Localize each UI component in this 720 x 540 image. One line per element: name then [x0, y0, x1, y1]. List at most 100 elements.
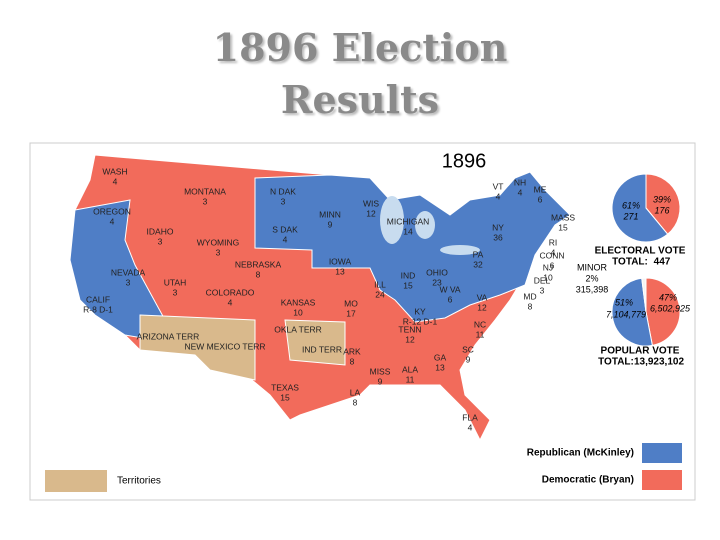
state-name: KY — [414, 306, 426, 316]
pie-count: 315,398 — [576, 284, 609, 294]
state-name: IOWA — [329, 256, 352, 266]
territory-oklahoma — [284, 319, 346, 366]
state-votes: 6 — [550, 260, 555, 270]
state-votes: 8 — [353, 397, 358, 407]
pie-count: 7,104,779 — [606, 309, 646, 319]
state-name: ALA — [402, 364, 418, 374]
pie-percent: 61% — [622, 200, 640, 210]
state-votes: 23 — [432, 277, 442, 287]
state-votes: 4 — [228, 297, 233, 307]
state-votes: 32 — [473, 259, 483, 269]
state-votes: 8 — [350, 356, 355, 366]
territory-label: OKLA TERR — [274, 324, 322, 334]
state-name: DEL — [534, 275, 551, 285]
pie-percent: 47% — [659, 292, 677, 302]
state-name: OHIO — [426, 267, 448, 277]
state-name: NEBRASKA — [235, 259, 282, 269]
pie-total-label: TOTAL: — [598, 357, 634, 368]
state-votes: 15 — [558, 222, 568, 232]
state-votes: 3 — [203, 196, 208, 206]
legend-label: Republican (McKinley) — [527, 448, 634, 459]
state-name: WASH — [102, 166, 127, 176]
state-name: CONN — [539, 250, 564, 260]
state-votes: 3 — [158, 236, 163, 246]
state-votes: 4 — [468, 422, 473, 432]
legend-label: Territories — [117, 476, 161, 487]
state-votes: 3 — [281, 196, 286, 206]
legend-swatch — [642, 470, 682, 490]
state-votes: 12 — [477, 302, 487, 312]
state-name: FLA — [462, 412, 478, 422]
state-votes: 13 — [435, 362, 445, 372]
state-name: VT — [493, 181, 504, 191]
state-name: TENN — [398, 324, 421, 334]
state-votes: 4 — [496, 191, 501, 201]
state-votes: 9 — [328, 219, 333, 229]
state-votes: 10 — [293, 307, 303, 317]
state-name: KANSAS — [281, 297, 316, 307]
pie-slice — [611, 173, 669, 243]
pie-slice — [645, 277, 681, 346]
state-name: NH — [514, 177, 526, 187]
state-votes: 4 — [518, 187, 523, 197]
territory-label: IND TERR — [302, 344, 342, 354]
pie-count: 271 — [622, 211, 638, 221]
republican-north — [254, 171, 571, 323]
pie-percent: 2% — [585, 273, 598, 283]
map-year: 1896 — [442, 150, 487, 172]
state-votes: 15 — [280, 392, 290, 402]
state-name: MICHIGAN — [387, 216, 430, 226]
state-name: ARK — [343, 346, 361, 356]
legend-swatch — [45, 470, 107, 492]
legend-swatch — [642, 443, 682, 463]
state-name: CALIF — [86, 294, 110, 304]
state-votes: 3 — [173, 287, 178, 297]
state-name: NY — [492, 222, 504, 232]
state-votes: R-12 D-1 — [403, 316, 438, 326]
territory-label: NEW MEXICO TERR — [184, 341, 265, 351]
state-name: MINN — [319, 209, 341, 219]
pie-total: 447 — [654, 257, 671, 268]
state-name: IND — [401, 270, 416, 280]
pie-total-label: TOTAL: — [612, 257, 648, 268]
state-name: PA — [473, 249, 484, 259]
state-name: LA — [350, 387, 361, 397]
pie-heading: ELECTORAL VOTE — [595, 246, 686, 257]
state-name: MISS — [370, 366, 391, 376]
territory-label: ARIZONA TERR — [137, 331, 200, 341]
pie-heading: POPULAR VOTE — [601, 346, 680, 357]
state-name: VA — [477, 292, 488, 302]
state-name: RI — [549, 237, 558, 247]
state-votes: 11 — [406, 374, 415, 384]
state-name: TEXAS — [271, 382, 299, 392]
slide-title: 1896 Election Results — [212, 25, 508, 122]
state-name: MASS — [551, 212, 575, 222]
pie-slice — [645, 173, 681, 235]
state-votes: 17 — [346, 308, 356, 318]
state-name: NC — [474, 319, 486, 329]
state-votes: 36 — [493, 232, 503, 242]
state-name: MO — [344, 298, 358, 308]
state-votes: 4 — [551, 247, 556, 257]
state-votes: 12 — [366, 208, 376, 218]
state-votes: 9 — [378, 376, 383, 386]
legend-label: Democratic (Bryan) — [542, 475, 634, 486]
state-name: WYOMING — [197, 237, 240, 247]
lake — [380, 196, 404, 244]
state-votes: 3 — [540, 285, 545, 295]
state-name: MONTANA — [184, 186, 226, 196]
state-votes: 24 — [375, 289, 385, 299]
state-votes: 4 — [283, 234, 288, 244]
state-name: SC — [462, 344, 474, 354]
state-name: NEVADA — [111, 267, 146, 277]
pie-percent: 51% — [615, 297, 633, 307]
lake — [415, 211, 435, 239]
pie-count: 176 — [654, 205, 669, 215]
state-name: OREGON — [93, 206, 131, 216]
state-votes: 3 — [216, 247, 221, 257]
territory-southwest — [139, 314, 256, 381]
state-name: S DAK — [272, 224, 298, 234]
